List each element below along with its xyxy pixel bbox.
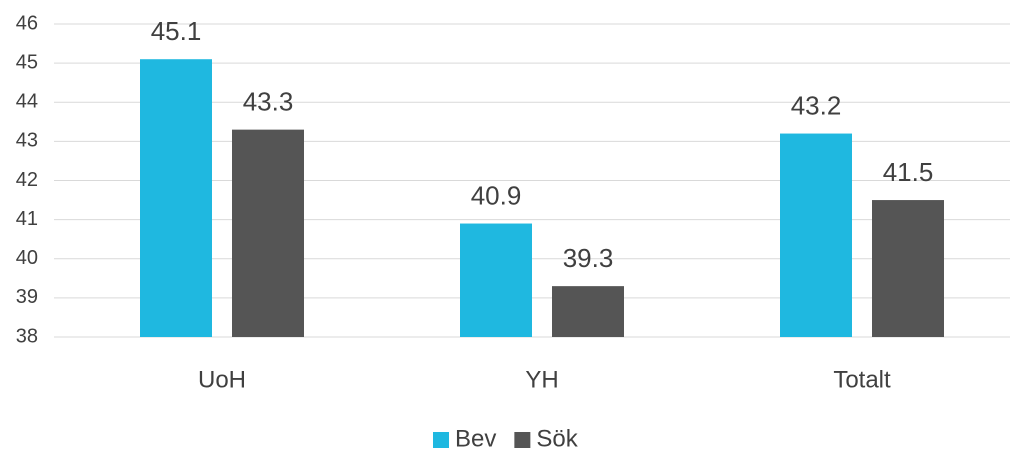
legend-label: Bev — [455, 425, 496, 450]
y-tick-label: 44 — [16, 91, 38, 113]
y-tick-label: 41 — [16, 208, 38, 230]
legend-label: Sök — [536, 425, 578, 450]
bar — [460, 223, 532, 337]
data-label: 40.9 — [471, 180, 522, 210]
legend-swatch — [514, 432, 531, 448]
y-tick-label: 38 — [16, 325, 38, 347]
bar — [552, 286, 624, 337]
legend-swatch — [433, 432, 449, 448]
data-label: 41.5 — [883, 157, 934, 187]
y-tick-label: 46 — [16, 12, 38, 34]
y-tick-label: 42 — [16, 169, 38, 191]
data-label: 45.1 — [151, 16, 202, 46]
bar — [232, 129, 304, 337]
y-tick-label: 40 — [16, 247, 38, 269]
bar — [872, 200, 944, 337]
y-tick-label: 43 — [16, 130, 38, 152]
x-tick-label: YH — [525, 366, 558, 393]
data-label: 39.3 — [563, 243, 614, 273]
data-label: 43.3 — [243, 87, 294, 117]
x-tick-label: UoH — [198, 366, 246, 393]
data-label: 43.2 — [791, 90, 842, 120]
bar — [140, 59, 212, 338]
bar — [780, 133, 852, 337]
y-tick-label: 39 — [16, 286, 38, 308]
y-tick-label: 45 — [16, 51, 38, 73]
x-tick-label: Totalt — [833, 366, 891, 393]
